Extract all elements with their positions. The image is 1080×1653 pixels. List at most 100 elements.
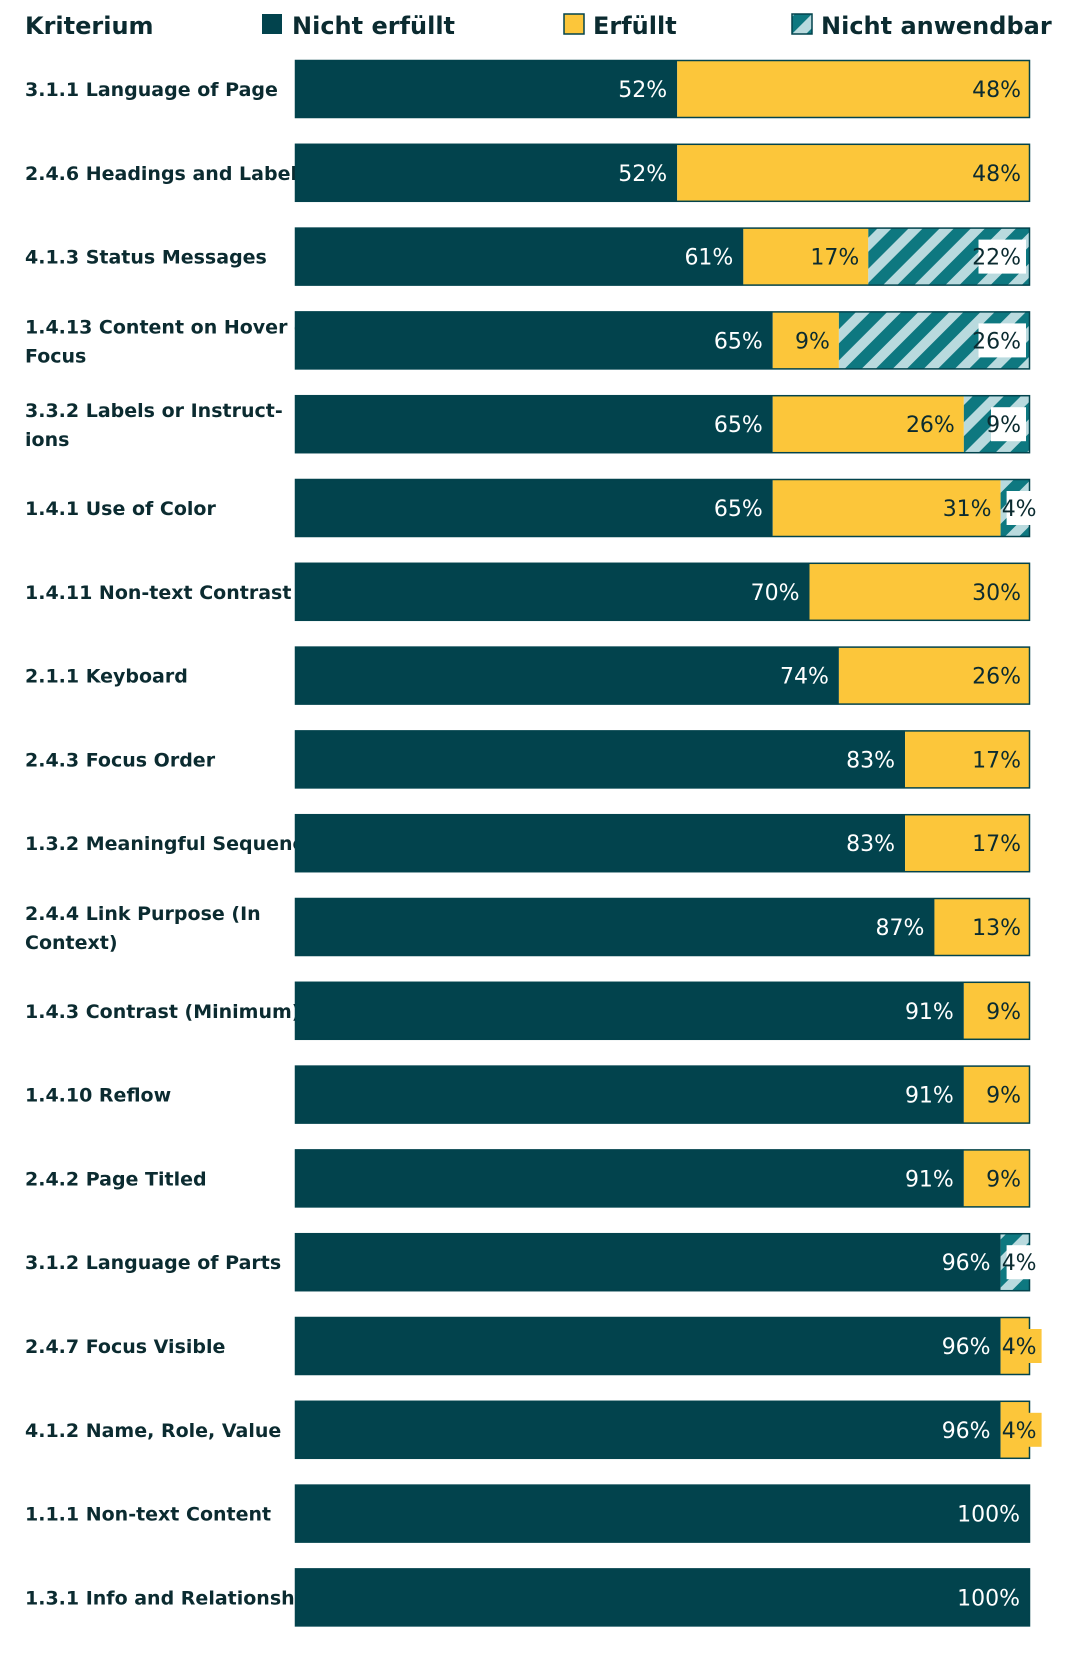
category-label: 2.4.6 Headings and Labels bbox=[25, 163, 308, 185]
data-label-erfuellt: 17% bbox=[972, 832, 1021, 857]
bar-segment-nicht-erfuellt bbox=[295, 1317, 1001, 1375]
category-label-line: 1.3.2 Meaningful Sequence bbox=[25, 833, 317, 855]
bar-outline bbox=[294, 59, 1031, 119]
data-label-bg-nicht-anwendbar bbox=[978, 323, 1026, 358]
bar-segment-nicht-erfuellt bbox=[295, 395, 773, 454]
data-label-nicht-erfuellt: 91% bbox=[905, 1084, 954, 1109]
bar-rows: 3.1.1 Language of Page 52% 48%2.4.6 Headin… bbox=[25, 59, 1042, 1627]
bar-row: 1.3.2 Meaningful Sequence 83% 17% bbox=[25, 813, 1031, 873]
data-label-nicht-erfuellt: 83% bbox=[846, 832, 895, 857]
category-label: 1.4.10 Reflow bbox=[25, 1085, 171, 1107]
data-label-nicht-anwendbar: 4% bbox=[1002, 497, 1037, 522]
bar-outline bbox=[294, 730, 1031, 789]
bar-segment-nicht-erfuellt bbox=[295, 1065, 964, 1124]
bar-row: 1.4.11 Non-text Contrast 70% 30% bbox=[25, 562, 1031, 622]
category-label: 2.1.1 Keyboard bbox=[25, 666, 188, 688]
data-label-nicht-erfuellt: 65% bbox=[714, 329, 763, 354]
data-label-nicht-erfuellt: 96% bbox=[942, 1419, 991, 1444]
bar-row: 1.4.1 Use of Color 65% 31% 4% bbox=[25, 478, 1042, 538]
data-label-bg-erfuellt bbox=[978, 72, 1026, 106]
data-label-nicht-erfuellt: 74% bbox=[780, 665, 829, 690]
data-label-bg-nicht-anwendbar bbox=[1006, 1245, 1042, 1280]
category-label-line: ions bbox=[25, 429, 69, 451]
data-label-nicht-anwendbar: 4% bbox=[1002, 1251, 1037, 1276]
bar-row: 2.4.2 Page Titled 91% 9% bbox=[25, 1149, 1031, 1208]
data-label-nicht-anwendbar: 22% bbox=[972, 246, 1021, 271]
data-label-erfuellt: 48% bbox=[972, 162, 1021, 187]
category-label-line: 1.1.1 Non-text Content bbox=[25, 1504, 271, 1526]
bar-row: 3.1.2 Language of Parts 96% 4% bbox=[25, 1232, 1042, 1292]
bar-outline bbox=[294, 897, 1031, 957]
category-label-line: 1.4.10 Reflow bbox=[25, 1085, 171, 1107]
category-label-line: 2.4.3 Focus Order bbox=[25, 749, 216, 771]
bar-outline bbox=[294, 1149, 1031, 1208]
category-label-line: 4.1.3 Status Messages bbox=[25, 247, 267, 269]
data-label-nicht-erfuellt: 52% bbox=[618, 78, 667, 103]
category-label: 4.1.2 Name, Role, Value bbox=[25, 1420, 281, 1442]
bar-row: 1.4.3 Contrast (Minimum) 91% 9% bbox=[25, 981, 1031, 1041]
category-label-line: Context) bbox=[25, 932, 118, 954]
bar-segment-nicht-erfuellt bbox=[295, 479, 773, 537]
category-label-line: 2.4.7 Focus Visible bbox=[25, 1336, 225, 1358]
bar-segment-nicht-erfuellt bbox=[295, 1149, 964, 1208]
category-label-line: 1.4.11 Non-text Contrast bbox=[25, 582, 291, 604]
bar-row: 1.4.10 Reflow 91% 9% bbox=[25, 1065, 1031, 1124]
chart-header: Kriterium Nicht erfüllt Erfüllt Nicht an… bbox=[25, 12, 1052, 40]
category-label-line: 2.4.2 Page Titled bbox=[25, 1168, 207, 1190]
data-label-erfuellt: 26% bbox=[972, 665, 1021, 690]
category-label-line: 2.4.4 Link Purpose (In bbox=[25, 903, 261, 925]
legend-swatch-nicht-erfuellt bbox=[262, 14, 282, 34]
data-label-nicht-erfuellt: 100% bbox=[957, 1503, 1020, 1528]
category-label: 2.4.3 Focus Order bbox=[25, 749, 216, 771]
category-label: 1.1.1 Non-text Content bbox=[25, 1504, 271, 1526]
bar-row: 2.4.4 Link Purpose (In Context) 87% 13% bbox=[25, 897, 1031, 957]
data-label-erfuellt: 9% bbox=[986, 1084, 1021, 1109]
data-label-erfuellt: 13% bbox=[972, 916, 1021, 941]
legend: Nicht erfüllt Erfüllt Nicht anwendbar bbox=[262, 12, 1052, 40]
category-label-line: 1.4.13 Content on Hover or bbox=[25, 316, 317, 338]
data-label-bg-nicht-anwendbar bbox=[1006, 491, 1042, 525]
data-label-nicht-erfuellt: 91% bbox=[905, 1167, 954, 1192]
data-label-bg-erfuellt bbox=[1006, 1329, 1042, 1363]
category-label: 1.4.11 Non-text Contrast bbox=[25, 582, 291, 604]
data-label-bg-erfuellt bbox=[978, 155, 1026, 190]
data-label-bg-nicht-anwendbar bbox=[978, 239, 1026, 274]
bar-segment-nicht-erfuellt bbox=[295, 1484, 1030, 1543]
data-label-nicht-anwendbar: 9% bbox=[986, 413, 1021, 438]
bar-outline bbox=[294, 1065, 1031, 1124]
category-label-line: 1.4.1 Use of Color bbox=[25, 498, 216, 520]
category-label: 2.4.7 Focus Visible bbox=[25, 1336, 225, 1358]
data-label-bg-erfuellt bbox=[991, 993, 1026, 1028]
data-label-erfuellt: 4% bbox=[1002, 1419, 1037, 1444]
bar-segment-erfuellt bbox=[677, 143, 1030, 202]
data-label-bg-erfuellt bbox=[978, 826, 1026, 861]
bar-row: 2.1.1 Keyboard 74% 26% bbox=[25, 646, 1031, 705]
bar-outline bbox=[294, 394, 1031, 454]
bar-row: 2.4.6 Headings and Labels 52% 48% bbox=[25, 143, 1031, 203]
category-label: 1.3.2 Meaningful Sequence bbox=[25, 833, 317, 855]
data-label-erfuellt: 17% bbox=[972, 748, 1021, 773]
bar-outline bbox=[294, 981, 1031, 1041]
category-label: 1.4.3 Contrast (Minimum) bbox=[25, 1001, 300, 1023]
data-label-bg-erfuellt bbox=[816, 239, 865, 274]
data-label-erfuellt: 26% bbox=[906, 413, 955, 438]
data-label-nicht-erfuellt: 87% bbox=[876, 916, 925, 941]
category-label: 4.1.3 Status Messages bbox=[25, 247, 267, 269]
data-label-nicht-erfuellt: 65% bbox=[714, 497, 763, 522]
data-label-erfuellt: 9% bbox=[986, 1167, 1021, 1192]
category-label: 2.4.4 Link Purpose (In Context) bbox=[25, 903, 261, 954]
category-label: 1.3.1 Info and Relationships bbox=[25, 1587, 326, 1609]
bar-row: 4.1.2 Name, Role, Value 96% 4% bbox=[25, 1400, 1042, 1460]
bar-segment-nicht-erfuellt bbox=[295, 730, 906, 789]
data-label-bg-erfuellt bbox=[978, 910, 1026, 944]
bar-segment-nicht-erfuellt bbox=[295, 311, 773, 370]
bar-outline bbox=[294, 1484, 1031, 1543]
data-label-nicht-erfuellt: 65% bbox=[714, 413, 763, 438]
bar-outline bbox=[294, 813, 1031, 873]
category-label-line: 3.1.1 Language of Page bbox=[25, 79, 278, 101]
category-label: 1.4.13 Content on Hover or Focus bbox=[25, 316, 317, 367]
data-label-bg-erfuellt bbox=[978, 742, 1026, 777]
data-label-nicht-erfuellt: 91% bbox=[905, 1000, 954, 1025]
category-label-line: 2.4.6 Headings and Labels bbox=[25, 163, 308, 185]
